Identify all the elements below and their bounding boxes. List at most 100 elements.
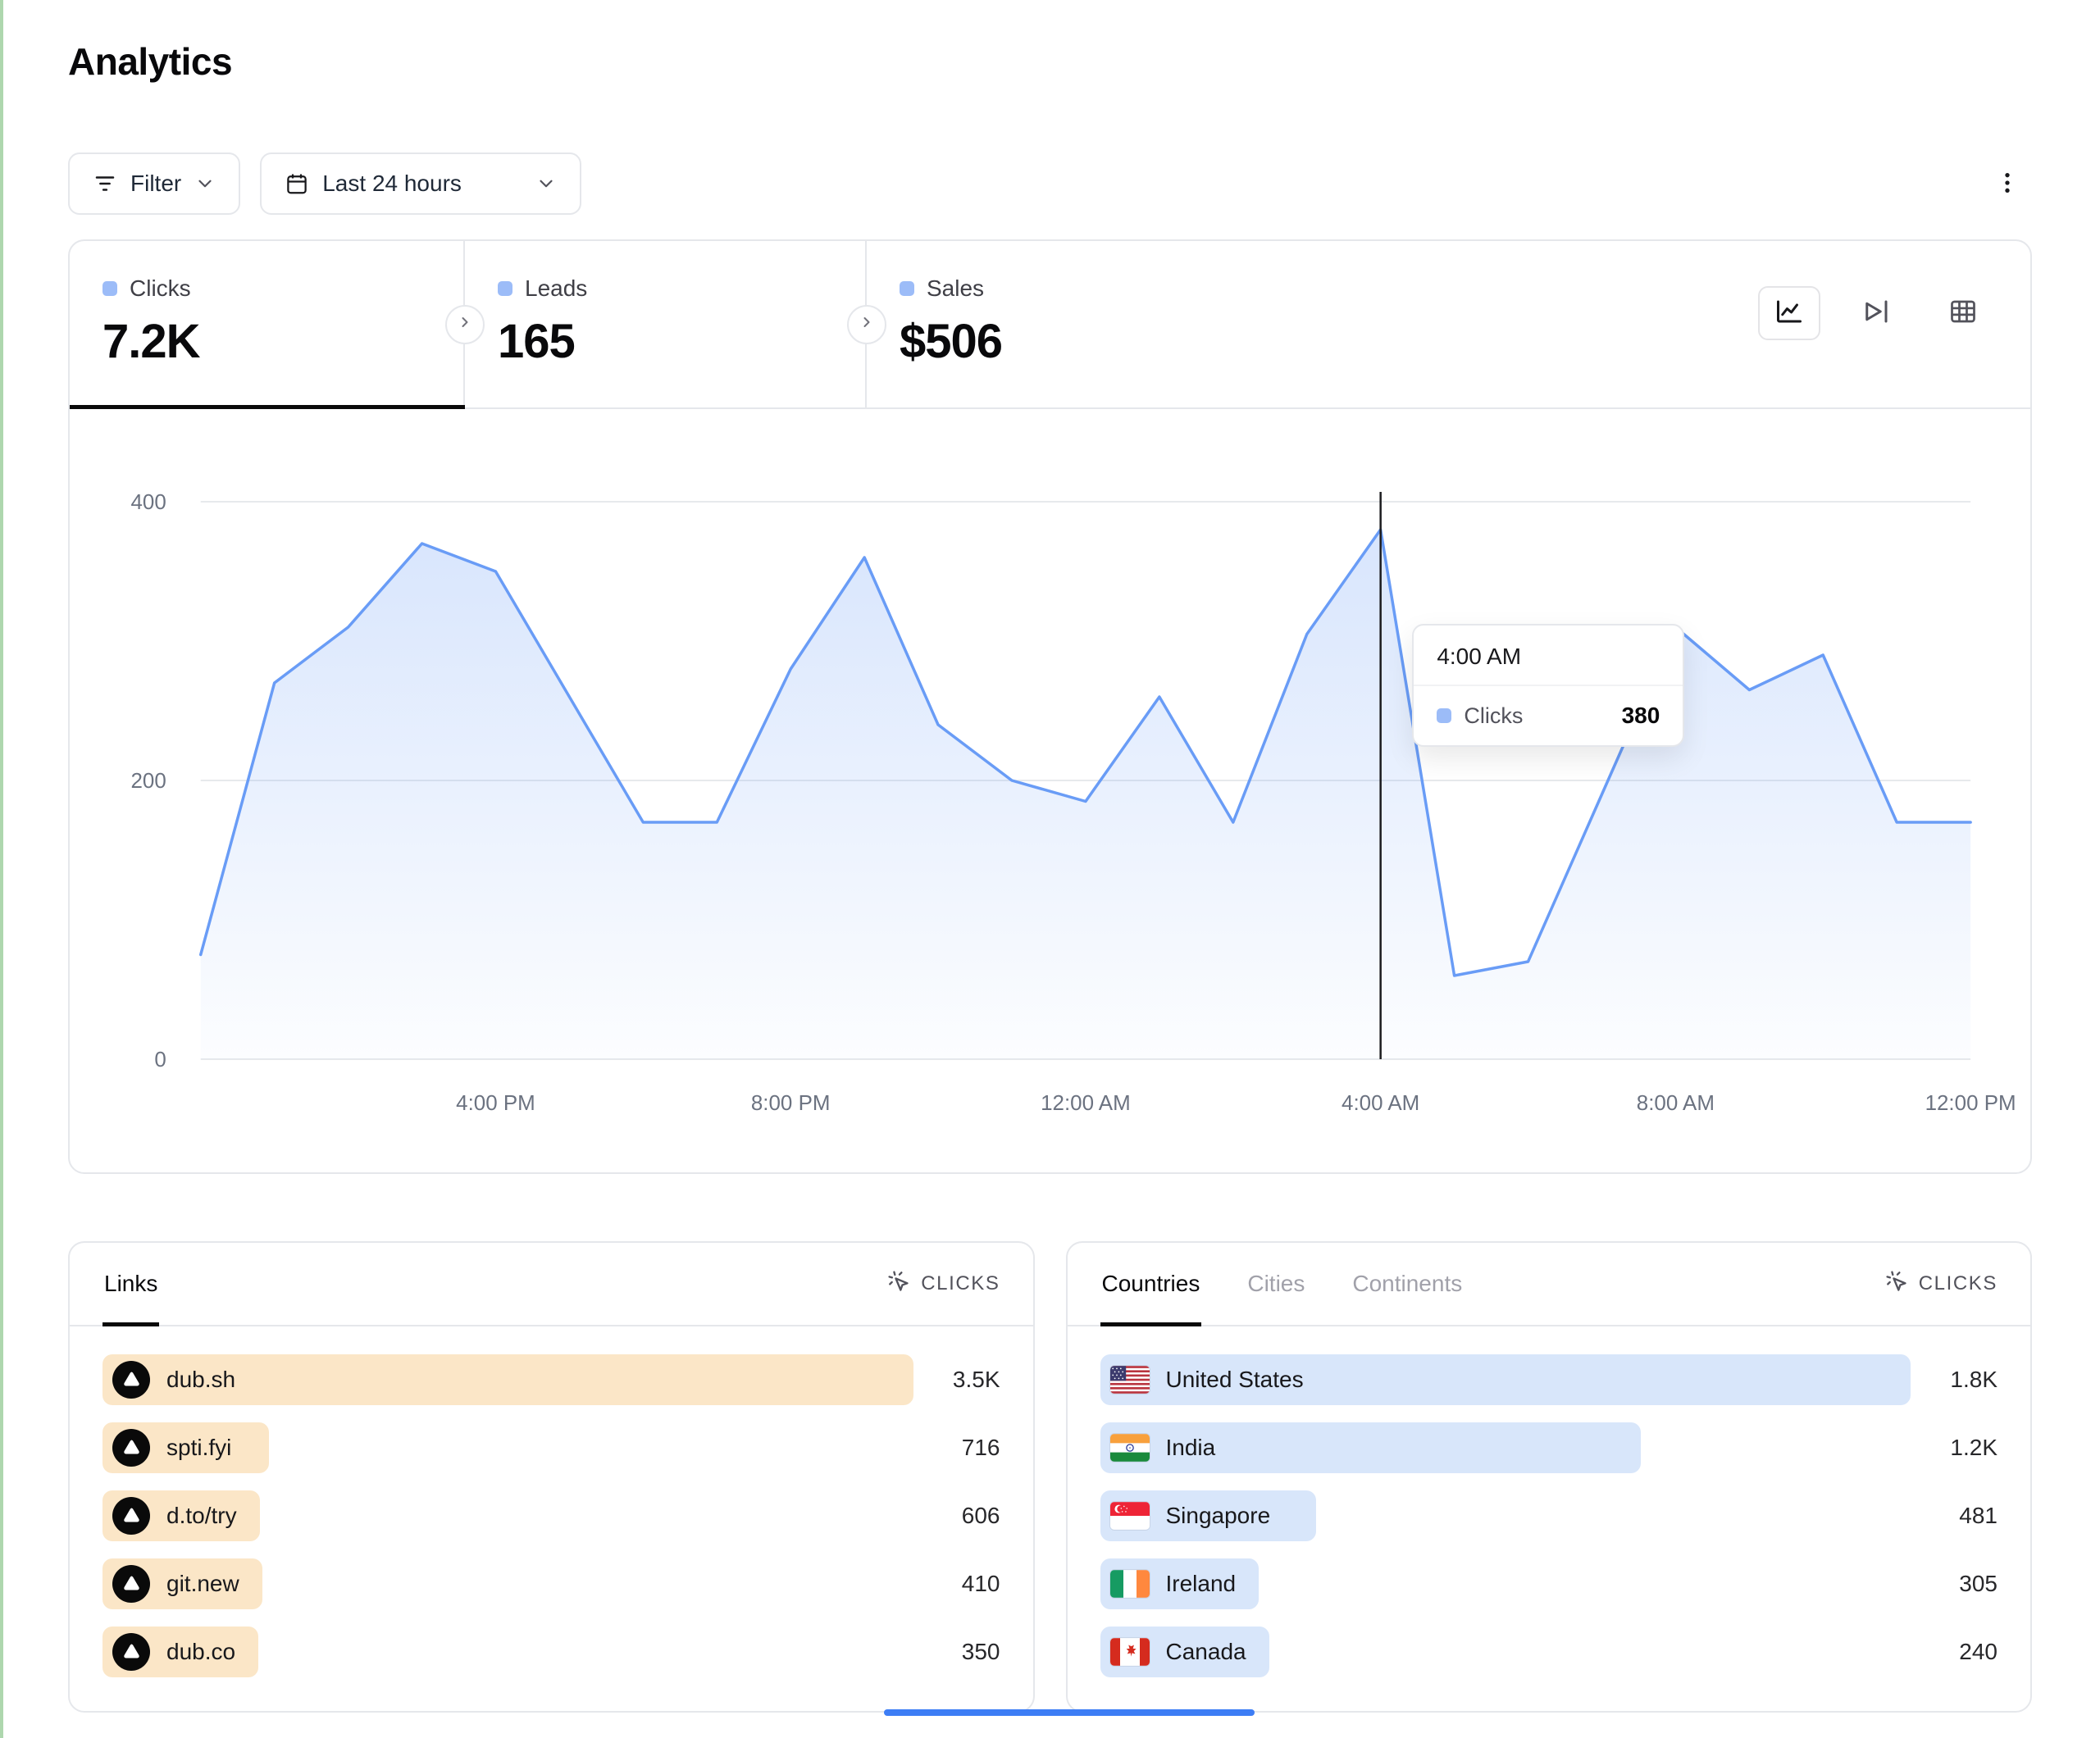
countries-card-header: Countries Cities Continents CLICKS [1067,1243,2030,1326]
row-value: 410 [961,1571,1000,1596]
row-label: dub.sh [166,1367,236,1392]
chevron-down-icon [535,173,557,194]
date-range-button[interactable]: Last 24 hours [260,152,582,215]
chevron-down-icon [194,173,216,194]
table-row[interactable]: United States 1.8K [1100,1354,1998,1405]
dub-logo-icon [112,1565,150,1603]
tab-cities[interactable]: Cities [1246,1243,1306,1325]
analytics-card: Clicks 7.2K Leads 165 Sales $506 [68,239,2032,1174]
countries-list: United States 1.8K India 1.2K Singapore … [1068,1326,2031,1677]
stat-value: 7.2K [102,315,201,368]
chart-type-toggles [1758,285,2030,340]
links-card-header: Links CLICKS [70,1243,1033,1326]
clicks-chart[interactable]: 0 200 400 4:00 PM 8:00 PM 12:00 AM 4:00 AM 8:00… [70,409,2030,1172]
toolbar: Filter Last 24 hours [68,152,2032,215]
dub-logo-icon [112,1361,150,1399]
area-chart[interactable]: 0 200 400 4:00 PM 8:00 PM 12:00 AM 4:00 AM 8:00… [70,409,2030,1172]
page-title: Analytics [68,40,233,83]
dub-logo-icon [112,1633,150,1671]
table-row[interactable]: dub.co 350 [102,1627,1000,1677]
row-value: 716 [961,1435,1000,1460]
row-value: 240 [1959,1639,1998,1664]
row-value: 305 [1959,1571,1998,1596]
row-label: git.new [166,1571,239,1596]
row-label: Ireland [1165,1571,1237,1596]
table-row[interactable]: d.to/try 606 [102,1490,1000,1541]
tab-links[interactable]: Links [102,1243,160,1326]
grid-icon [1948,297,1978,329]
countries-metric-selector[interactable]: CLICKS [1885,1270,1998,1299]
links-card: Links CLICKS dub.sh 3.5K spti.fyi 716 d.… [68,1241,1035,1713]
chart-tooltip: 4:00 AM Clicks 380 [1412,624,1685,747]
tab-countries[interactable]: Countries [1100,1243,1202,1326]
svg-text:8:00 PM: 8:00 PM [751,1090,831,1115]
row-label: United States [1165,1367,1304,1392]
clicks-legend-icon [1437,708,1452,723]
row-value: 1.8K [1950,1367,1998,1392]
table-view-toggle[interactable] [1932,286,1994,340]
dub-logo-icon [112,1429,150,1467]
stats-row: Clicks 7.2K Leads 165 Sales $506 [70,241,2030,409]
row-label: Canada [1165,1639,1246,1664]
row-value: 350 [961,1639,1000,1664]
tab-sales[interactable]: Sales $506 [867,241,1269,407]
us-flag-icon [1109,1366,1150,1394]
table-row[interactable]: Canada 240 [1100,1627,1998,1677]
stat-label: Leads [498,275,832,302]
funnel-chart-toggle[interactable] [1845,286,1907,340]
row-label: India [1165,1435,1216,1460]
svg-text:200: 200 [131,768,166,793]
bottom-accent-line [884,1709,1255,1716]
row-label: Singapore [1165,1503,1271,1528]
tab-leads[interactable]: Leads 165 [465,241,867,407]
chevron-right-icon [457,314,473,334]
row-value: 606 [961,1503,1000,1528]
tooltip-series-value: 380 [1621,703,1660,728]
sg-flag-icon [1109,1502,1150,1530]
links-list: dub.sh 3.5K spti.fyi 716 d.to/try 606 gi… [70,1326,1033,1677]
filter-button[interactable]: Filter [68,152,241,215]
svg-text:400: 400 [131,489,166,514]
kebab-menu-icon [1994,170,2020,198]
calendar-icon [285,171,309,196]
table-row[interactable]: Singapore 481 [1100,1490,1998,1541]
chevron-right-icon [859,314,875,334]
row-value: 481 [1959,1503,1998,1528]
svg-text:12:00 AM: 12:00 AM [1041,1090,1131,1115]
row-label: d.to/try [166,1503,237,1528]
expand-leads-button[interactable] [847,304,886,344]
ie-flag-icon [1109,1570,1150,1598]
expand-clicks-button[interactable] [445,304,485,344]
links-metric-selector[interactable]: CLICKS [887,1270,1000,1299]
date-range-label: Last 24 hours [322,171,462,196]
stat-value: $506 [900,315,1003,368]
tab-clicks[interactable]: Clicks 7.2K [70,241,465,409]
svg-text:0: 0 [154,1047,166,1071]
dub-logo-icon [112,1497,150,1535]
countries-card: Countries Cities Continents CLICKS United … [1065,1241,2032,1713]
line-chart-toggle[interactable] [1758,285,1820,340]
filter-icon [93,171,117,196]
funnel-chart-icon [1861,297,1891,329]
table-row[interactable]: git.new 410 [102,1558,1000,1609]
tab-continents[interactable]: Continents [1351,1243,1464,1325]
cursor-click-icon [1885,1270,1908,1299]
table-row[interactable]: dub.sh 3.5K [102,1354,1000,1405]
clicks-legend-icon [102,281,117,296]
tooltip-time: 4:00 AM [1414,626,1683,686]
sales-legend-icon [900,281,914,296]
table-row[interactable]: spti.fyi 716 [102,1422,1000,1473]
left-edge-accent [0,0,3,1738]
row-label: spti.fyi [166,1435,232,1460]
tooltip-series-label: Clicks [1464,703,1524,728]
svg-text:12:00 PM: 12:00 PM [1925,1090,2016,1115]
leads-legend-icon [498,281,512,296]
row-value: 1.2K [1950,1435,1998,1460]
line-chart-icon [1774,297,1804,329]
table-row[interactable]: Ireland 305 [1100,1558,1998,1609]
more-menu-button[interactable] [1983,152,2032,215]
filter-label: Filter [130,171,182,196]
stat-value: 165 [498,315,576,368]
table-row[interactable]: India 1.2K [1100,1422,1998,1473]
